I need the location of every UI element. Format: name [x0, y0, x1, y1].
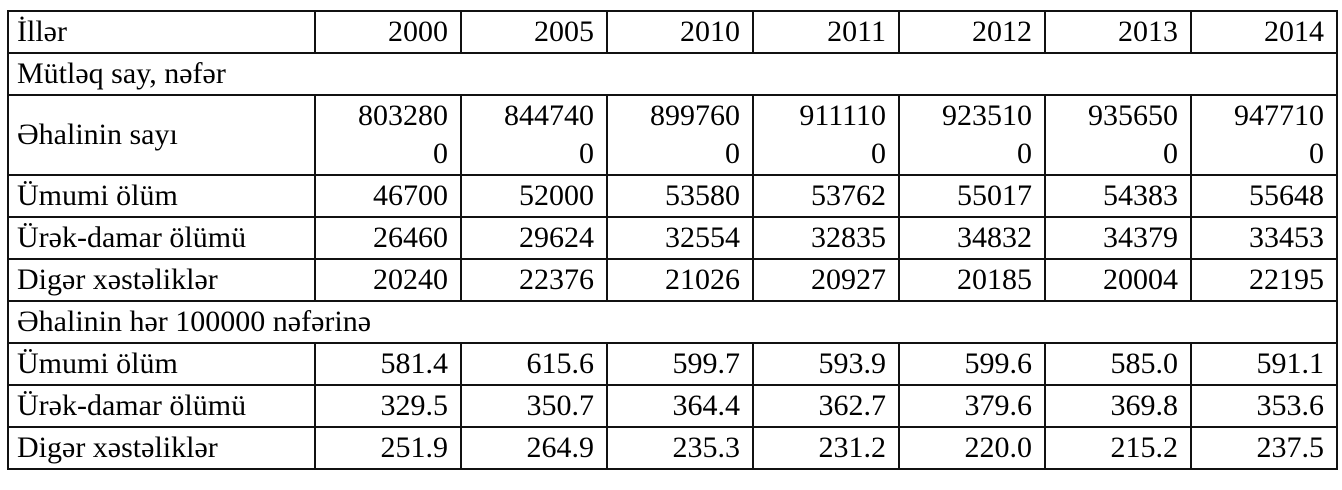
value-cell: 52000: [460, 174, 608, 218]
value-cell: 220.0: [898, 426, 1046, 470]
table-row: Ümumi ölüm 581.4 615.6 599.7 593.9 599.6…: [7, 342, 1338, 386]
year-cell: 2000: [314, 10, 462, 54]
section-title-per100000: Əhalinin hər 100000 nəfərinə: [7, 300, 1338, 344]
value-cell: 53580: [606, 174, 754, 218]
value-cell: 264.9: [460, 426, 608, 470]
population-value: 8447400: [504, 99, 594, 170]
value-cell: 591.1: [1190, 342, 1338, 386]
table-header-row: İllər 2000 2005 2010 2011 2012 2013 2014: [7, 10, 1338, 54]
value-cell: 581.4: [314, 342, 462, 386]
value-cell: 46700: [314, 174, 462, 218]
value-cell: 55017: [898, 174, 1046, 218]
value-cell: 215.2: [1044, 426, 1192, 470]
table-row: Ürək-damar ölümü 329.5 350.7 364.4 362.7…: [7, 384, 1338, 428]
year-cell: 2011: [752, 10, 900, 54]
value-cell: 369.8: [1044, 384, 1192, 428]
value-cell: 29624: [460, 216, 608, 260]
row-label: Ümumi ölüm: [7, 174, 316, 218]
value-cell: 237.5: [1190, 426, 1338, 470]
value-cell: 8997600: [606, 94, 754, 176]
value-cell: 9235100: [898, 94, 1046, 176]
value-cell: 251.9: [314, 426, 462, 470]
value-cell: 22195: [1190, 258, 1338, 302]
value-cell: 353.6: [1190, 384, 1338, 428]
value-cell: 599.6: [898, 342, 1046, 386]
value-cell: 53762: [752, 174, 900, 218]
population-value: 9111100: [799, 99, 886, 170]
year-cell: 2005: [460, 10, 608, 54]
row-label: Digər xəstəliklər: [7, 258, 316, 302]
value-cell: 8447400: [460, 94, 608, 176]
value-cell: 22376: [460, 258, 608, 302]
value-cell: 235.3: [606, 426, 754, 470]
value-cell: 26460: [314, 216, 462, 260]
value-cell: 593.9: [752, 342, 900, 386]
value-cell: 33453: [1190, 216, 1338, 260]
table-row: Digər xəstəliklər 251.9 264.9 235.3 231.…: [7, 426, 1338, 470]
row-label: Əhalinin sayı: [7, 94, 316, 176]
row-label: Digər xəstəliklər: [7, 426, 316, 470]
value-cell: 32835: [752, 216, 900, 260]
mortality-table: İllər 2000 2005 2010 2011 2012 2013 2014…: [7, 10, 1338, 470]
value-cell: 32554: [606, 216, 754, 260]
section-title-row: Əhalinin hər 100000 nəfərinə: [7, 300, 1338, 344]
row-label: Ürək-damar ölümü: [7, 384, 316, 428]
population-value: 9477100: [1234, 99, 1324, 170]
value-cell: 55648: [1190, 174, 1338, 218]
row-label: Ürək-damar ölümü: [7, 216, 316, 260]
table-row: Digər xəstəliklər 20240 22376 21026 2092…: [7, 258, 1338, 302]
value-cell: 20927: [752, 258, 900, 302]
value-cell: 9356500: [1044, 94, 1192, 176]
value-cell: 379.6: [898, 384, 1046, 428]
row-label: Ümumi ölüm: [7, 342, 316, 386]
value-cell: 615.6: [460, 342, 608, 386]
value-cell: 362.7: [752, 384, 900, 428]
section-title-row: Mütləq say, nəfər: [7, 52, 1338, 96]
value-cell: 231.2: [752, 426, 900, 470]
table-row: Əhalinin sayı 8032800 8447400 8997600 91…: [7, 94, 1338, 176]
value-cell: 8032800: [314, 94, 462, 176]
population-value: 8997600: [650, 99, 740, 170]
value-cell: 585.0: [1044, 342, 1192, 386]
value-cell: 350.7: [460, 384, 608, 428]
value-cell: 20240: [314, 258, 462, 302]
table-row: Ürək-damar ölümü 26460 29624 32554 32835…: [7, 216, 1338, 260]
value-cell: 20185: [898, 258, 1046, 302]
population-value: 9356500: [1088, 99, 1178, 170]
value-cell: 599.7: [606, 342, 754, 386]
year-cell: 2010: [606, 10, 754, 54]
value-cell: 329.5: [314, 384, 462, 428]
document-page: İllər 2000 2005 2010 2011 2012 2013 2014…: [7, 10, 1338, 470]
value-cell: 9477100: [1190, 94, 1338, 176]
value-cell: 20004: [1044, 258, 1192, 302]
years-header-label: İllər: [7, 10, 316, 54]
section-title-absolute: Mütləq say, nəfər: [7, 52, 1338, 96]
value-cell: 9111100: [752, 94, 900, 176]
population-value: 9235100: [942, 99, 1032, 170]
population-value: 8032800: [358, 99, 448, 170]
value-cell: 21026: [606, 258, 754, 302]
value-cell: 34379: [1044, 216, 1192, 260]
value-cell: 54383: [1044, 174, 1192, 218]
value-cell: 34832: [898, 216, 1046, 260]
year-cell: 2014: [1190, 10, 1338, 54]
year-cell: 2013: [1044, 10, 1192, 54]
value-cell: 364.4: [606, 384, 754, 428]
year-cell: 2012: [898, 10, 1046, 54]
table-row: Ümumi ölüm 46700 52000 53580 53762 55017…: [7, 174, 1338, 218]
